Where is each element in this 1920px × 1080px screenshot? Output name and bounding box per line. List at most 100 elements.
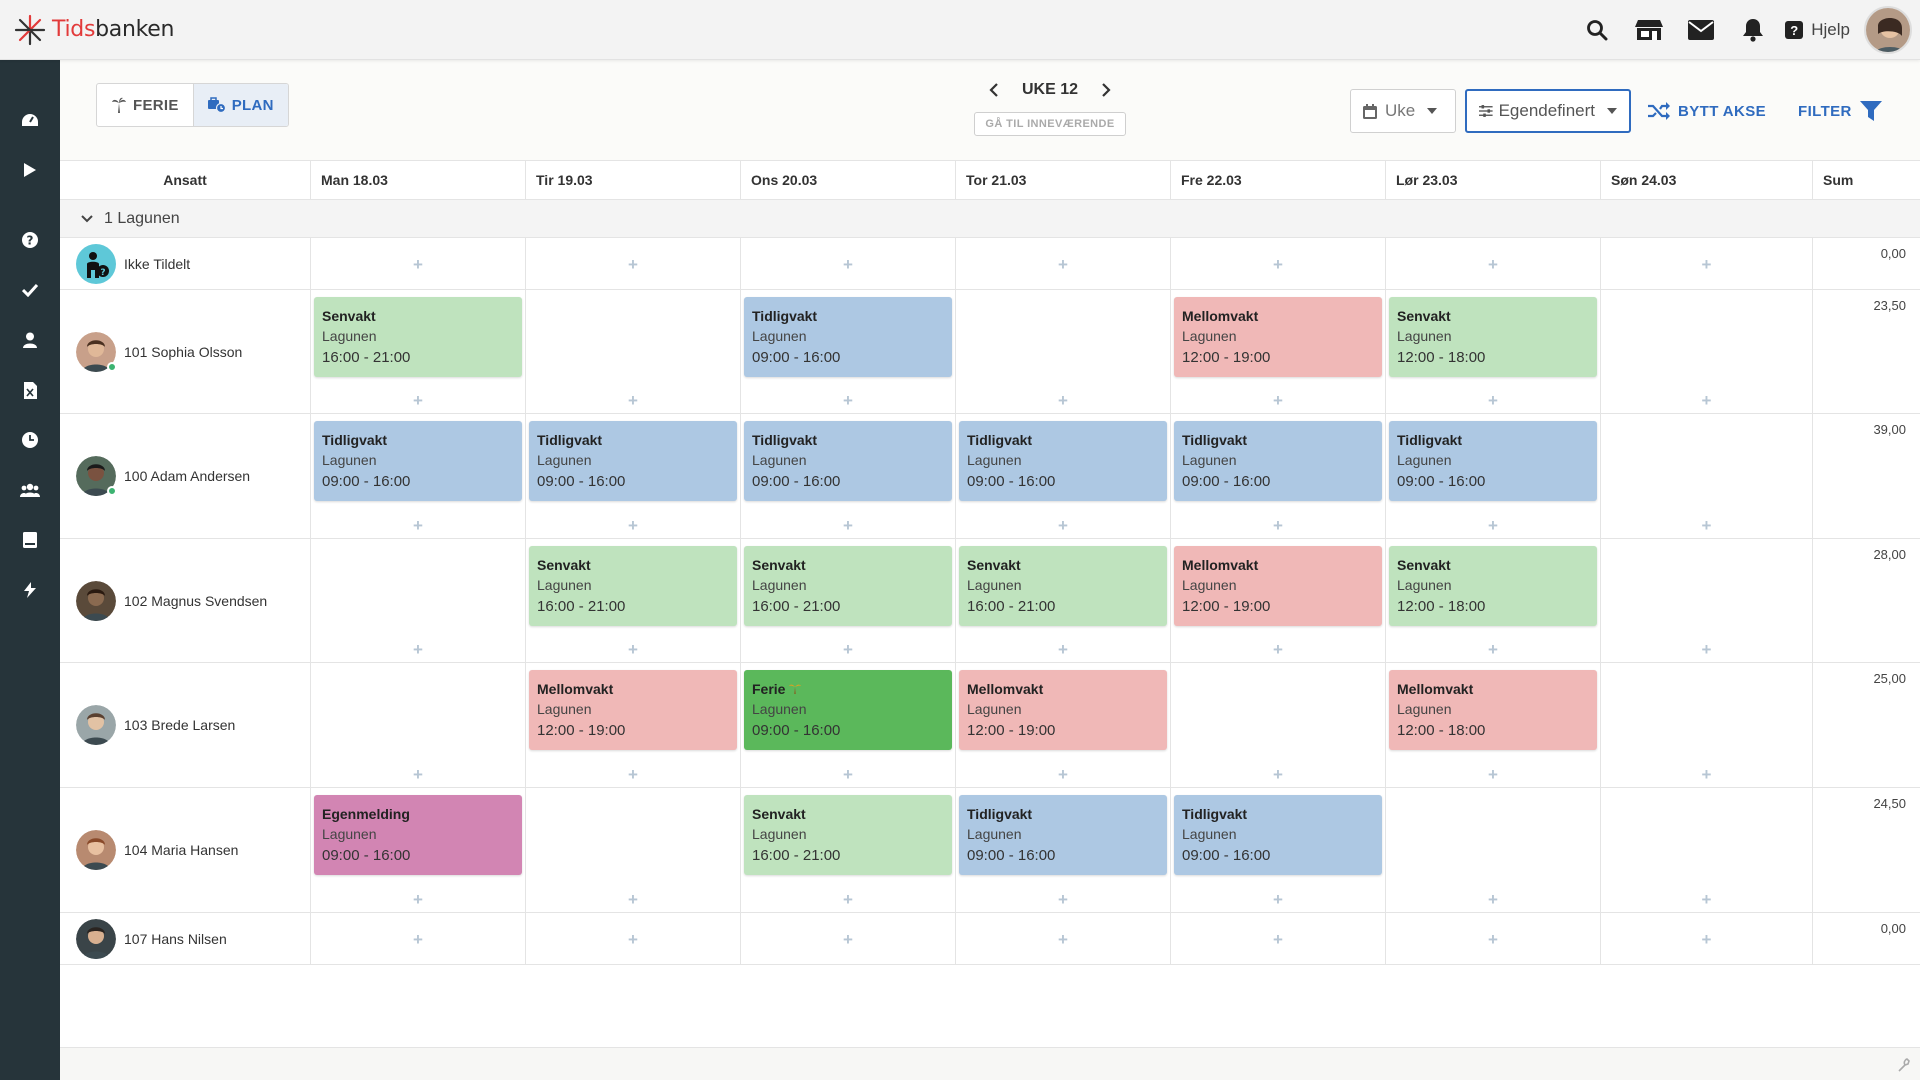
day-cell[interactable]: Egenmelding Lagunen 09:00 - 16:00 + xyxy=(310,788,525,912)
day-cell[interactable]: Tidligvakt Lagunen 09:00 - 16:00 + xyxy=(1170,788,1385,912)
day-cell[interactable]: Tidligvakt Lagunen 09:00 - 16:00 + xyxy=(525,414,740,538)
day-cell[interactable]: + xyxy=(1600,238,1812,289)
add-shift-icon[interactable]: + xyxy=(413,640,423,659)
employee-cell[interactable]: 104 Maria Hansen xyxy=(60,788,310,912)
add-shift-icon[interactable]: + xyxy=(1058,765,1068,784)
add-shift-icon[interactable]: + xyxy=(1058,391,1068,410)
add-shift-icon[interactable]: + xyxy=(1701,890,1712,909)
check-icon[interactable] xyxy=(0,270,60,310)
chevron-right-icon[interactable] xyxy=(1100,82,1112,98)
shift-card[interactable]: Egenmelding Lagunen 09:00 - 16:00 xyxy=(314,795,522,875)
day-cell[interactable]: Tidligvakt Lagunen 09:00 - 16:00 + xyxy=(1170,414,1385,538)
shift-card[interactable]: Senvakt Lagunen 16:00 - 21:00 xyxy=(314,297,522,377)
day-cell[interactable]: Senvakt Lagunen 16:00 - 21:00 + xyxy=(955,539,1170,662)
day-cell[interactable]: + xyxy=(1170,663,1385,787)
help-circle-icon[interactable]: ? xyxy=(0,220,60,260)
shift-card[interactable]: Tidligvakt Lagunen 09:00 - 16:00 xyxy=(1174,421,1382,501)
day-cell[interactable]: Ferie Lagunen 09:00 - 16:00 + xyxy=(740,663,955,787)
add-shift-icon[interactable]: + xyxy=(1488,930,1498,949)
filter-button[interactable]: FILTER xyxy=(1798,89,1890,133)
day-cell[interactable]: Tidligvakt Lagunen 09:00 - 16:00 + xyxy=(740,414,955,538)
add-shift-icon[interactable]: + xyxy=(1273,890,1283,909)
add-shift-icon[interactable]: + xyxy=(1273,255,1283,274)
add-shift-icon[interactable]: + xyxy=(413,765,423,784)
day-cell[interactable]: + xyxy=(740,913,955,964)
ferie-tab[interactable]: FERIE xyxy=(97,84,193,126)
preset-dropdown[interactable]: Egendefinert xyxy=(1465,89,1631,133)
add-shift-icon[interactable]: + xyxy=(843,255,853,274)
add-shift-icon[interactable]: + xyxy=(1701,391,1712,410)
add-shift-icon[interactable]: + xyxy=(843,890,853,909)
excel-file-icon[interactable] xyxy=(0,370,60,410)
day-cell[interactable]: + xyxy=(525,238,740,289)
mail-icon[interactable] xyxy=(1675,0,1727,60)
add-shift-icon[interactable]: + xyxy=(1488,765,1498,784)
day-cell[interactable]: Tidligvakt Lagunen 09:00 - 16:00 + xyxy=(740,290,955,413)
day-cell[interactable]: Senvakt Lagunen 16:00 - 21:00 + xyxy=(310,290,525,413)
add-shift-icon[interactable]: + xyxy=(1273,516,1283,535)
employee-cell[interactable]: 101 Sophia Olsson xyxy=(60,290,310,413)
shift-card[interactable]: Senvakt Lagunen 16:00 - 21:00 xyxy=(529,546,737,626)
shift-card[interactable]: Mellomvakt Lagunen 12:00 - 19:00 xyxy=(529,670,737,750)
day-cell[interactable]: + xyxy=(1600,663,1812,787)
day-cell[interactable]: + xyxy=(1600,788,1812,912)
add-shift-icon[interactable]: + xyxy=(1058,930,1068,949)
day-cell[interactable]: + xyxy=(1600,290,1812,413)
day-cell[interactable]: Tidligvakt Lagunen 09:00 - 16:00 + xyxy=(310,414,525,538)
shift-card[interactable]: Ferie Lagunen 09:00 - 16:00 xyxy=(744,670,952,750)
day-cell[interactable]: + xyxy=(1170,238,1385,289)
shift-card[interactable]: Tidligvakt Lagunen 09:00 - 16:00 xyxy=(314,421,522,501)
wrench-icon[interactable] xyxy=(1898,1058,1912,1072)
day-cell[interactable]: + xyxy=(955,913,1170,964)
day-cell[interactable]: + xyxy=(525,290,740,413)
users-icon[interactable] xyxy=(0,470,60,510)
shift-card[interactable]: Senvakt Lagunen 16:00 - 21:00 xyxy=(959,546,1167,626)
shift-card[interactable]: Tidligvakt Lagunen 09:00 - 16:00 xyxy=(1174,795,1382,875)
day-cell[interactable]: + xyxy=(1385,913,1600,964)
add-shift-icon[interactable]: + xyxy=(413,516,423,535)
day-cell[interactable]: Mellomvakt Lagunen 12:00 - 18:00 + xyxy=(1385,663,1600,787)
add-shift-icon[interactable]: + xyxy=(1273,640,1283,659)
shift-card[interactable]: Senvakt Lagunen 12:00 - 18:00 xyxy=(1389,297,1597,377)
add-shift-icon[interactable]: + xyxy=(1701,516,1712,535)
book-icon[interactable] xyxy=(0,520,60,560)
day-cell[interactable]: Senvakt Lagunen 16:00 - 21:00 + xyxy=(740,539,955,662)
day-cell[interactable]: Mellomvakt Lagunen 12:00 - 19:00 + xyxy=(1170,290,1385,413)
employee-cell[interactable]: ? Ikke Tildelt xyxy=(60,238,310,289)
add-shift-icon[interactable]: + xyxy=(1058,640,1068,659)
user-icon[interactable] xyxy=(0,320,60,360)
day-cell[interactable]: Senvakt Lagunen 12:00 - 18:00 + xyxy=(1385,539,1600,662)
day-cell[interactable]: + xyxy=(740,238,955,289)
dashboard-icon[interactable] xyxy=(0,100,60,140)
day-cell[interactable]: + xyxy=(310,913,525,964)
day-cell[interactable]: Tidligvakt Lagunen 09:00 - 16:00 + xyxy=(1385,414,1600,538)
shift-card[interactable]: Tidligvakt Lagunen 09:00 - 16:00 xyxy=(529,421,737,501)
employee-cell[interactable]: 102 Magnus Svendsen xyxy=(60,539,310,662)
shift-card[interactable]: Senvakt Lagunen 12:00 - 18:00 xyxy=(1389,546,1597,626)
add-shift-icon[interactable]: + xyxy=(628,516,638,535)
chevron-down-icon[interactable] xyxy=(80,214,94,224)
shift-card[interactable]: Tidligvakt Lagunen 09:00 - 16:00 xyxy=(959,421,1167,501)
day-cell[interactable]: + xyxy=(1600,913,1812,964)
add-shift-icon[interactable]: + xyxy=(628,930,638,949)
shift-card[interactable]: Senvakt Lagunen 16:00 - 21:00 xyxy=(744,795,952,875)
add-shift-icon[interactable]: + xyxy=(1488,640,1498,659)
day-cell[interactable]: Mellomvakt Lagunen 12:00 - 19:00 + xyxy=(955,663,1170,787)
chevron-left-icon[interactable] xyxy=(988,82,1000,98)
clock-icon[interactable] xyxy=(0,420,60,460)
day-cell[interactable]: + xyxy=(525,913,740,964)
day-cell[interactable]: + xyxy=(955,238,1170,289)
day-cell[interactable]: + xyxy=(310,238,525,289)
add-shift-icon[interactable]: + xyxy=(1488,890,1498,909)
add-shift-icon[interactable]: + xyxy=(628,765,638,784)
add-shift-icon[interactable]: + xyxy=(1488,391,1498,410)
shift-card[interactable]: Mellomvakt Lagunen 12:00 - 19:00 xyxy=(1174,546,1382,626)
shift-card[interactable]: Tidligvakt Lagunen 09:00 - 16:00 xyxy=(744,297,952,377)
add-shift-icon[interactable]: + xyxy=(413,391,423,410)
day-cell[interactable]: + xyxy=(955,290,1170,413)
group-row-lagunen[interactable]: 1 Lagunen xyxy=(60,200,1920,238)
shift-card[interactable]: Tidligvakt Lagunen 09:00 - 16:00 xyxy=(959,795,1167,875)
swap-axis-button[interactable]: BYTT AKSE xyxy=(1648,89,1766,133)
day-cell[interactable]: + xyxy=(1385,788,1600,912)
shift-card[interactable]: Tidligvakt Lagunen 09:00 - 16:00 xyxy=(744,421,952,501)
